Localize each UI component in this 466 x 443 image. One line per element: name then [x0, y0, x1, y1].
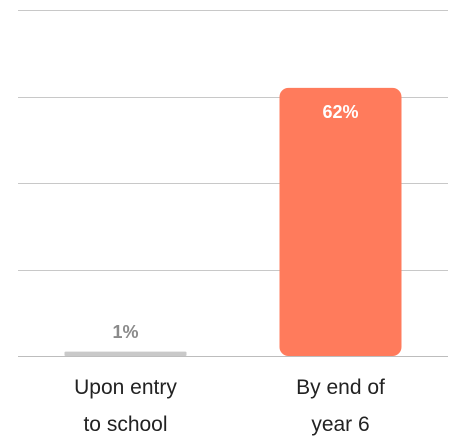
category-label-1-line-1: Upon entry: [74, 376, 177, 399]
bar-value-label-2: 62%: [322, 102, 358, 122]
category-label-2-line-1: By end of: [296, 376, 385, 399]
value-labels: 1% 62%: [112, 102, 358, 342]
bar-1: [64, 351, 187, 356]
bar-2: [279, 87, 402, 356]
category-labels: Upon entry to school By end of year 6: [74, 376, 385, 436]
bars: [64, 87, 402, 356]
bar-value-label-1: 1%: [112, 322, 138, 342]
category-label-2-line-2: year 6: [311, 413, 369, 436]
category-label-1-line-2: to school: [83, 413, 167, 436]
